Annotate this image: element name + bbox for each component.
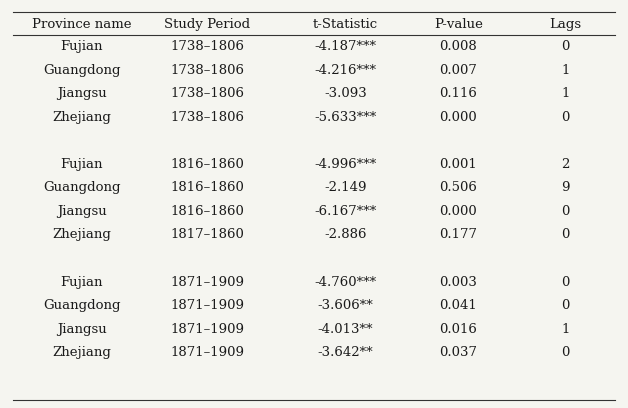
Text: 0.041: 0.041 <box>440 299 477 312</box>
Text: Zhejiang: Zhejiang <box>52 346 111 359</box>
Text: 1816–1860: 1816–1860 <box>170 158 244 171</box>
Text: -2.886: -2.886 <box>324 228 367 242</box>
Text: 0: 0 <box>561 299 570 312</box>
Text: 0.000: 0.000 <box>440 205 477 218</box>
Text: 0: 0 <box>561 111 570 124</box>
Text: 1: 1 <box>561 64 570 77</box>
Text: P-value: P-value <box>434 18 483 31</box>
Text: 1738–1806: 1738–1806 <box>170 40 244 53</box>
Text: Fujian: Fujian <box>60 158 103 171</box>
Text: 1738–1806: 1738–1806 <box>170 64 244 77</box>
Text: -4.216***: -4.216*** <box>315 64 376 77</box>
Text: 0.506: 0.506 <box>440 181 477 194</box>
Text: -3.093: -3.093 <box>324 87 367 100</box>
Text: 0: 0 <box>561 40 570 53</box>
Text: t-Statistic: t-Statistic <box>313 18 378 31</box>
Text: Jiangsu: Jiangsu <box>57 205 107 218</box>
Text: 0.016: 0.016 <box>440 323 477 336</box>
Text: -4.187***: -4.187*** <box>315 40 376 53</box>
Text: 1738–1806: 1738–1806 <box>170 111 244 124</box>
Text: 1816–1860: 1816–1860 <box>170 205 244 218</box>
Text: -2.149: -2.149 <box>324 181 367 194</box>
Text: Zhejiang: Zhejiang <box>52 111 111 124</box>
Text: 1: 1 <box>561 87 570 100</box>
Text: -4.996***: -4.996*** <box>314 158 377 171</box>
Text: 1738–1806: 1738–1806 <box>170 87 244 100</box>
Text: 0.116: 0.116 <box>440 87 477 100</box>
Text: Fujian: Fujian <box>60 40 103 53</box>
Text: 1871–1909: 1871–1909 <box>170 275 244 288</box>
Text: 1816–1860: 1816–1860 <box>170 181 244 194</box>
Text: 0.001: 0.001 <box>440 158 477 171</box>
Text: 1871–1909: 1871–1909 <box>170 299 244 312</box>
Text: 1817–1860: 1817–1860 <box>170 228 244 242</box>
Text: Zhejiang: Zhejiang <box>52 228 111 242</box>
Text: 1871–1909: 1871–1909 <box>170 323 244 336</box>
Text: Jiangsu: Jiangsu <box>57 87 107 100</box>
Text: Lags: Lags <box>549 18 582 31</box>
Text: -6.167***: -6.167*** <box>314 205 377 218</box>
Text: 0: 0 <box>561 228 570 242</box>
Text: Guangdong: Guangdong <box>43 64 121 77</box>
Text: 0.000: 0.000 <box>440 111 477 124</box>
Text: 0.007: 0.007 <box>440 64 477 77</box>
Text: 9: 9 <box>561 181 570 194</box>
Text: 1: 1 <box>561 323 570 336</box>
Text: -4.013**: -4.013** <box>318 323 373 336</box>
Text: 0.037: 0.037 <box>440 346 477 359</box>
Text: -5.633***: -5.633*** <box>314 111 377 124</box>
Text: 0.008: 0.008 <box>440 40 477 53</box>
Text: -3.642**: -3.642** <box>318 346 373 359</box>
Text: 2: 2 <box>561 158 570 171</box>
Text: Study Period: Study Period <box>164 18 251 31</box>
Text: 1871–1909: 1871–1909 <box>170 346 244 359</box>
Text: Guangdong: Guangdong <box>43 181 121 194</box>
Text: Province name: Province name <box>32 18 131 31</box>
Text: Guangdong: Guangdong <box>43 299 121 312</box>
Text: -3.606**: -3.606** <box>318 299 373 312</box>
Text: 0: 0 <box>561 346 570 359</box>
Text: 0: 0 <box>561 275 570 288</box>
Text: 0: 0 <box>561 205 570 218</box>
Text: 0.003: 0.003 <box>440 275 477 288</box>
Text: -4.760***: -4.760*** <box>315 275 376 288</box>
Text: Jiangsu: Jiangsu <box>57 323 107 336</box>
Text: 0.177: 0.177 <box>440 228 477 242</box>
Text: Fujian: Fujian <box>60 275 103 288</box>
